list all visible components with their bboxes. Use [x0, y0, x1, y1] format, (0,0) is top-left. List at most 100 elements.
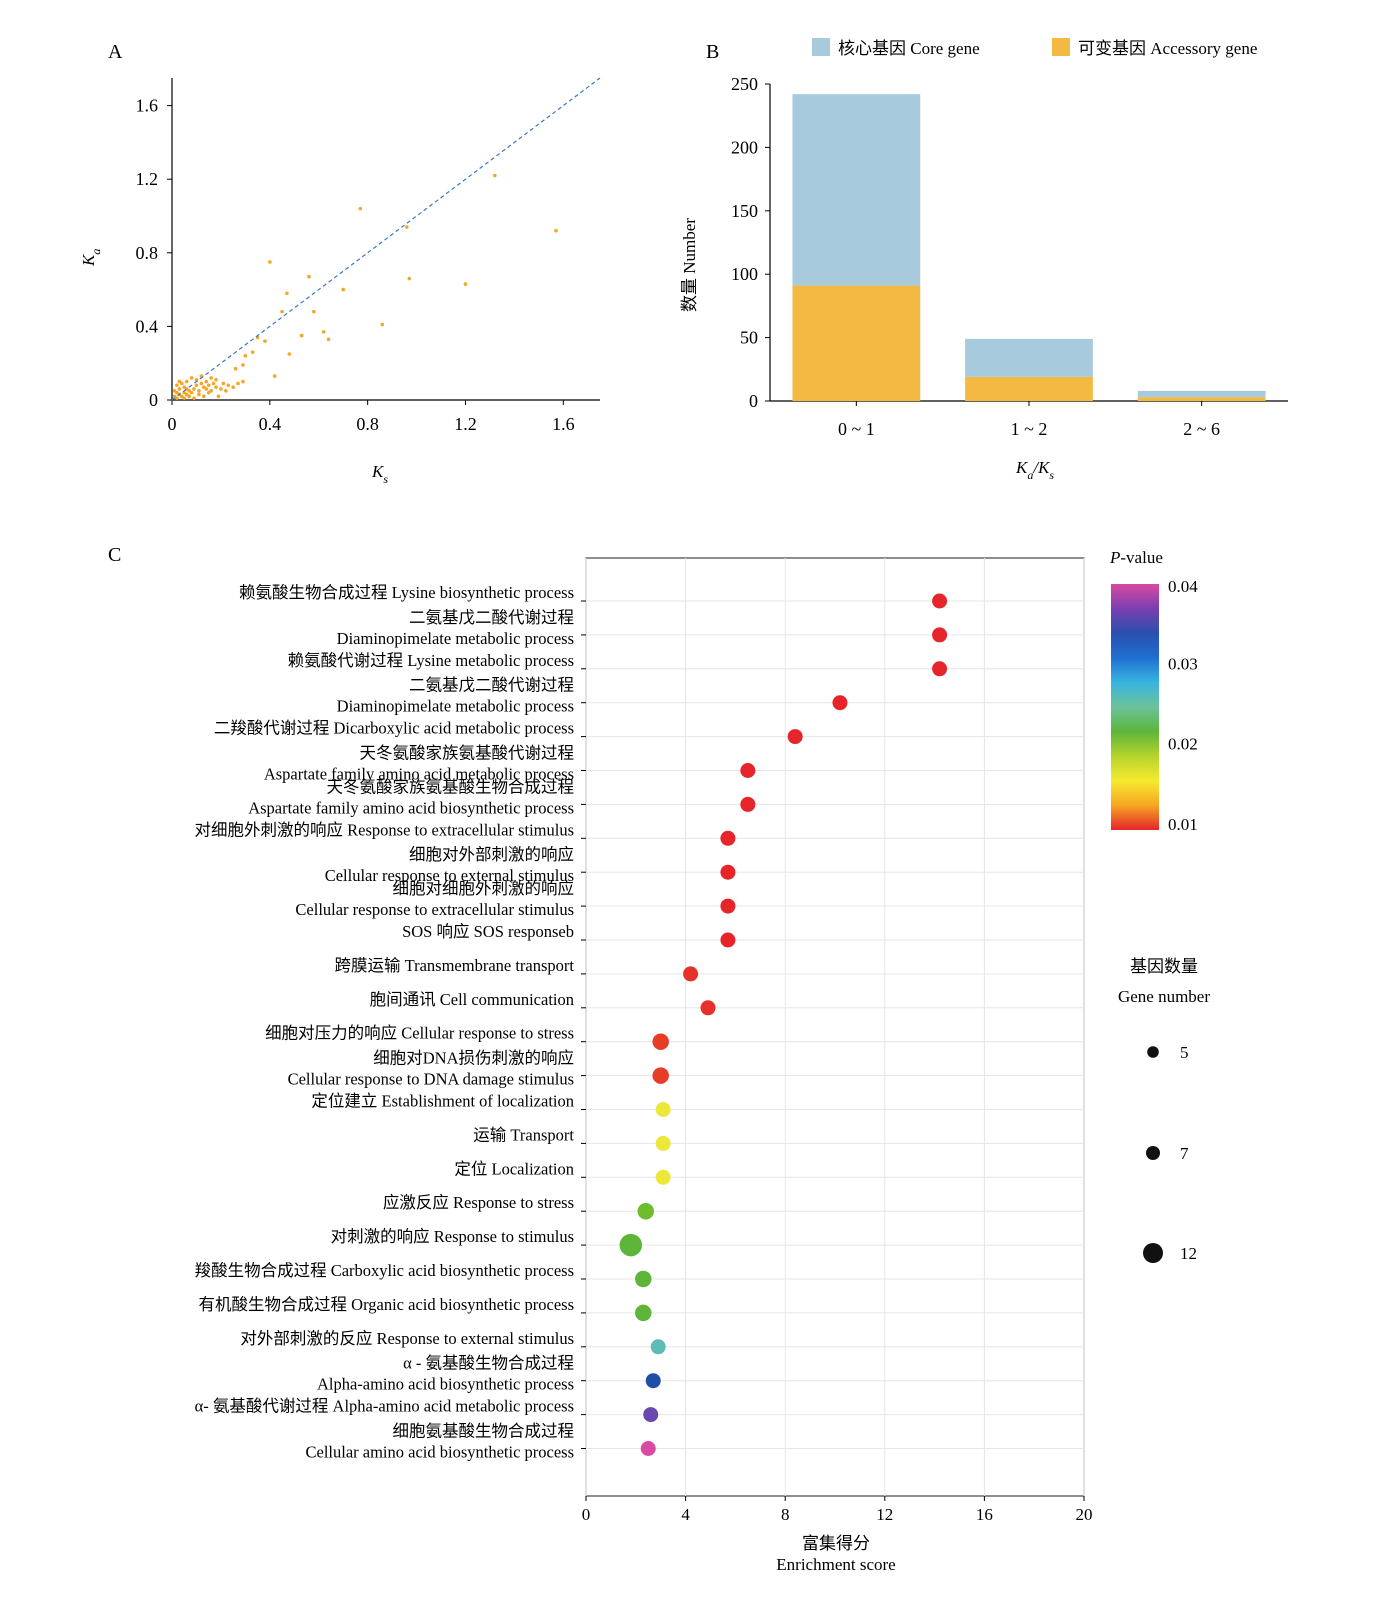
a-y-tick-label: 1.6: [136, 96, 159, 116]
a-data-point: [209, 376, 213, 380]
c-term-label-zh: 天冬氨酸家族氨基酸代谢过程: [360, 744, 575, 763]
c-term-point: [655, 1169, 671, 1185]
panel-a-label: A: [108, 41, 123, 63]
a-x-tick-label: 0: [168, 414, 177, 434]
b-legend-swatch: [812, 38, 830, 56]
b-x-tick-label: 1 ~ 2: [1011, 419, 1048, 439]
c-term-label-zh: 二氨基戊二酸代谢过程: [409, 676, 574, 695]
a-data-point: [312, 309, 316, 314]
c-term-point: [652, 1033, 669, 1050]
a-data-point: [236, 381, 240, 386]
c-term-point: [740, 796, 756, 812]
c-term-point: [787, 729, 803, 745]
a-data-point: [221, 381, 226, 386]
a-data-point: [211, 381, 216, 386]
b-bar-segment: [792, 94, 921, 286]
c-term-point: [637, 1202, 655, 1220]
c-term-label: α- 氨基酸代谢过程 Alpha-amino acid metabolic pr…: [195, 1397, 574, 1416]
c-term-label-en: Cellular response to DNA damage stimulus: [288, 1070, 574, 1089]
a-data-point: [179, 394, 184, 399]
c-term-label: 赖氨酸生物合成过程 Lysine biosynthetic process: [239, 583, 574, 602]
panel-a-reference-line: [171, 77, 601, 401]
c-term-point: [635, 1304, 652, 1322]
a-data-point: [175, 383, 179, 388]
a-data-point: [187, 394, 191, 399]
a-y-tick-label: 1.2: [136, 169, 159, 189]
c-term-label-en: Cellular amino acid biosynthetic process: [305, 1443, 574, 1462]
a-data-point: [206, 383, 211, 388]
c-x-tick-label: 0: [582, 1505, 591, 1524]
a-data-point: [201, 394, 206, 399]
a-data-point: [182, 396, 187, 400]
size-legend-label: 5: [1180, 1043, 1189, 1062]
b-y-tick-label: 0: [749, 391, 758, 411]
a-data-point: [231, 385, 235, 389]
a-data-point: [307, 274, 311, 279]
panel-b-label: B: [706, 41, 719, 63]
b-bar-segment: [965, 376, 1093, 401]
c-term-point: [720, 898, 736, 914]
a-data-point: [243, 354, 248, 358]
c-term-point: [619, 1233, 643, 1257]
a-data-point: [204, 379, 209, 384]
c-x-tick-label: 12: [876, 1505, 893, 1524]
colorbar-tick-label: 0.03: [1168, 654, 1198, 673]
panel-c-x-label-zh: 富集得分: [802, 1534, 870, 1553]
c-term-point: [650, 1339, 666, 1355]
size-legend-dot: [1146, 1146, 1160, 1160]
b-y-tick-label: 50: [740, 328, 758, 348]
c-term-label: 应激反应 Response to stress: [383, 1193, 574, 1212]
c-term-label-zh: 细胞对DNA损伤刺激的响应: [373, 1049, 574, 1068]
a-data-point: [175, 390, 179, 395]
a-data-point: [493, 173, 497, 178]
c-term-label: 有机酸生物合成过程 Organic acid biosynthetic proc…: [199, 1295, 574, 1314]
c-term-label: 羧酸生物合成过程 Carboxylic acid biosynthetic pr…: [195, 1261, 574, 1280]
c-term-point: [932, 661, 948, 677]
c-term-point: [740, 763, 756, 778]
a-data-point: [199, 381, 204, 386]
c-x-tick-label: 8: [781, 1505, 790, 1524]
a-data-point: [268, 260, 272, 264]
a-data-point: [179, 381, 184, 386]
panel-c-x-label-en: Enrichment score: [776, 1555, 895, 1574]
panel-a-y-label: Ka: [79, 249, 103, 267]
panel-a: A 0 0.4 0.8 1.2 1.6 0 0.4 0.8 1.2 1.6 Ks Ka: [79, 41, 601, 486]
panel-c-label: C: [108, 544, 121, 566]
size-legend-title-zh: 基因数量: [1130, 957, 1198, 976]
gene-number-size-legend: 基因数量 Gene number 5 7 12: [1118, 957, 1210, 1263]
a-data-point: [233, 366, 238, 371]
colorbar-tick-label: 0.01: [1168, 815, 1198, 834]
b-legend-label: 核心基因 Core gene: [838, 39, 980, 58]
c-term-label: 细胞对压力的响应 Cellular response to stress: [265, 1024, 574, 1043]
c-term-label: 对外部刺激的反应 Response to external stimulus: [240, 1329, 574, 1348]
a-data-point: [197, 392, 201, 397]
c-term-label-en: Alpha-amino acid biosynthetic process: [317, 1375, 574, 1394]
a-data-point: [463, 282, 468, 286]
c-term-label-en: Diaminopimelate metabolic process: [337, 697, 574, 716]
a-data-point: [172, 389, 177, 393]
a-data-point: [214, 377, 218, 382]
c-term-point: [652, 1067, 669, 1084]
b-bar-segment: [792, 285, 921, 401]
c-term-point: [655, 1102, 671, 1117]
a-data-point: [216, 394, 221, 399]
a-data-point: [206, 390, 211, 395]
c-term-label-en: Aspartate family amino acid biosynthetic…: [248, 798, 574, 817]
a-x-tick-label: 1.2: [454, 414, 477, 434]
c-term-label: 定位 Localization: [454, 1159, 574, 1178]
c-term-point: [655, 1135, 671, 1151]
a-data-point: [187, 389, 191, 393]
colorbar-tick-label: 0.02: [1168, 735, 1198, 754]
a-data-point: [197, 389, 201, 393]
a-data-point: [285, 291, 289, 296]
c-term-label: 二羧酸代谢过程 Dicarboxylic acid metabolic proc…: [214, 719, 574, 738]
b-legend-label: 可变基因 Accessory gene: [1078, 39, 1257, 58]
a-data-point: [404, 225, 409, 229]
a-data-point: [175, 396, 179, 400]
colorbar-tick-label: 0.04: [1168, 577, 1198, 596]
c-x-tick-label: 4: [681, 1505, 690, 1524]
a-data-point: [272, 374, 277, 378]
a-data-point: [189, 390, 194, 395]
a-data-point: [358, 206, 363, 211]
panel-c: C 赖氨酸生物合成过程 Lysine biosynthetic process 二…: [108, 544, 1210, 1574]
